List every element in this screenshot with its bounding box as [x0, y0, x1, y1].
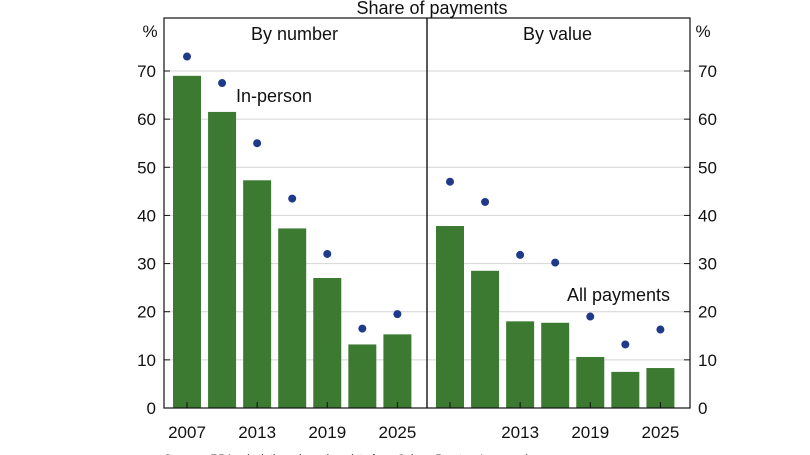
chart-title: Share of payments: [356, 0, 507, 18]
y-unit-right: %: [695, 22, 710, 41]
bar: [173, 75, 201, 409]
y-tick-label-left: 20: [137, 303, 156, 322]
y-tick-label-right: 40: [698, 206, 717, 225]
bar: [471, 270, 500, 408]
bar: [436, 226, 464, 408]
bar: [576, 356, 605, 408]
y-tick-label-left: 10: [137, 351, 156, 370]
source-note: Sources: RBA calculations, based on data…: [164, 453, 528, 455]
annotation-in-person: In-person: [236, 86, 312, 106]
x-tick-label: 2025: [641, 423, 679, 442]
dot-marker: [183, 52, 191, 61]
y-unit-left: %: [142, 22, 157, 41]
dot-marker: [586, 312, 595, 321]
bar: [383, 334, 412, 408]
dot-marker: [393, 310, 402, 319]
dot-marker: [516, 250, 525, 259]
bar: [506, 321, 535, 408]
dot-marker: [656, 325, 665, 334]
y-tick-label-right: 20: [698, 303, 717, 322]
panel-title: By value: [523, 24, 592, 44]
y-tick-label-right: 60: [698, 110, 717, 129]
dot-marker: [551, 258, 560, 267]
y-tick-label-right: 30: [698, 255, 717, 274]
dot-marker: [288, 194, 297, 203]
bar: [208, 111, 237, 409]
y-tick-label-right: 10: [698, 351, 717, 370]
bar: [243, 180, 272, 408]
x-tick-label: 2013: [238, 423, 276, 442]
x-tick-label: 2007: [168, 423, 206, 442]
bar: [348, 344, 377, 408]
y-tick-label-left: 0: [147, 399, 156, 418]
dot-marker: [218, 79, 227, 88]
bar: [541, 322, 570, 408]
dot-marker: [358, 324, 367, 333]
y-tick-label-right: 50: [698, 158, 717, 177]
dot-marker: [446, 177, 454, 186]
y-tick-label-right: 0: [698, 399, 707, 418]
dot-marker: [621, 340, 630, 349]
x-tick-label: 2019: [571, 423, 609, 442]
y-tick-label-left: 60: [137, 110, 156, 129]
y-tick-label-left: 50: [137, 158, 156, 177]
bar: [611, 371, 640, 408]
x-tick-label: 2019: [308, 423, 346, 442]
y-tick-label-left: 30: [137, 255, 156, 274]
bar: [313, 278, 342, 408]
y-tick-label-right: 70: [698, 62, 717, 81]
bar: [646, 368, 675, 408]
x-tick-label: 2025: [378, 423, 416, 442]
dot-marker: [323, 249, 332, 258]
y-tick-label-left: 70: [137, 62, 156, 81]
bar: [278, 228, 307, 408]
panel-title: By number: [251, 24, 338, 44]
annotation-all-payments: All payments: [567, 285, 670, 305]
dot-marker: [253, 139, 262, 148]
dot-marker: [481, 197, 490, 206]
x-tick-label: 2013: [501, 423, 539, 442]
y-tick-label-left: 40: [137, 206, 156, 225]
